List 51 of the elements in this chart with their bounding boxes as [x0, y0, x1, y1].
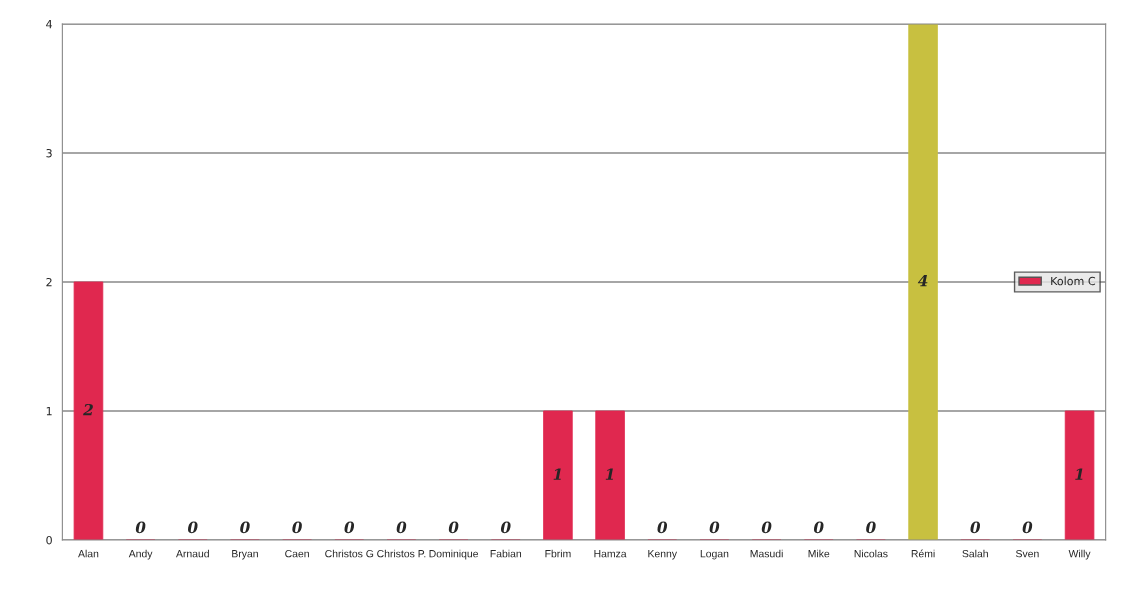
- data-label: 0: [344, 521, 355, 534]
- x-tick-label: Kenny: [648, 550, 678, 560]
- x-tick-label: Rémi: [911, 549, 935, 558]
- x-tick-label: Bryan: [232, 550, 258, 560]
- legend-label: Kolom C: [1051, 276, 1096, 286]
- data-label: 0: [500, 521, 511, 534]
- data-label: 0: [1022, 521, 1033, 534]
- x-tick-label: Salah: [962, 549, 988, 558]
- data-label: 1: [605, 468, 613, 480]
- data-label: 2: [83, 403, 93, 416]
- x-tick-label: Fbrim: [545, 549, 571, 558]
- data-label: 0: [709, 521, 720, 534]
- data-label: 1: [1075, 468, 1083, 480]
- x-tick-label: Nicolas: [854, 549, 888, 558]
- y-tick-label: 4: [46, 20, 53, 29]
- data-label: 0: [187, 521, 198, 534]
- data-label: 0: [657, 521, 668, 534]
- data-label: 0: [813, 521, 824, 534]
- data-label: 4: [917, 274, 928, 287]
- data-label: 0: [970, 521, 981, 534]
- data-label: 0: [240, 521, 250, 534]
- y-tick-label: 2: [46, 277, 52, 287]
- data-label: 0: [396, 521, 407, 534]
- x-tick-label: Mike: [808, 549, 830, 558]
- bar: [595, 410, 625, 540]
- x-tick-label: Masudi: [750, 549, 783, 558]
- data-label: 0: [866, 521, 876, 534]
- x-tick-label: Willy: [1068, 549, 1091, 560]
- x-tick-label: Christos P.: [377, 549, 426, 558]
- x-tick-label: Logan: [700, 550, 729, 560]
- y-tick-label: 1: [46, 407, 52, 416]
- x-tick-label: Hamza: [594, 550, 627, 558]
- x-tick-label: Arnaud: [176, 549, 209, 558]
- data-label: 0: [448, 521, 459, 534]
- data-label: 0: [135, 521, 146, 534]
- bar: [73, 281, 104, 540]
- x-tick-label: Fabian: [490, 549, 522, 558]
- bar: [908, 24, 938, 540]
- x-tick-label: Dominique: [429, 549, 479, 560]
- bar: [1064, 410, 1095, 540]
- y-tick-label: 0: [46, 535, 52, 545]
- data-label: 1: [553, 468, 561, 480]
- bar: [543, 410, 573, 540]
- x-tick-label: Sven: [1016, 550, 1039, 558]
- data-label: 0: [292, 521, 302, 534]
- x-tick-label: Alan: [78, 549, 99, 558]
- x-tick-label: Christos G: [325, 549, 374, 558]
- data-label: 0: [761, 521, 772, 534]
- x-tick-label: Andy: [128, 549, 153, 560]
- y-tick-label: 3: [46, 148, 52, 158]
- x-tick-label: Caen: [285, 550, 309, 558]
